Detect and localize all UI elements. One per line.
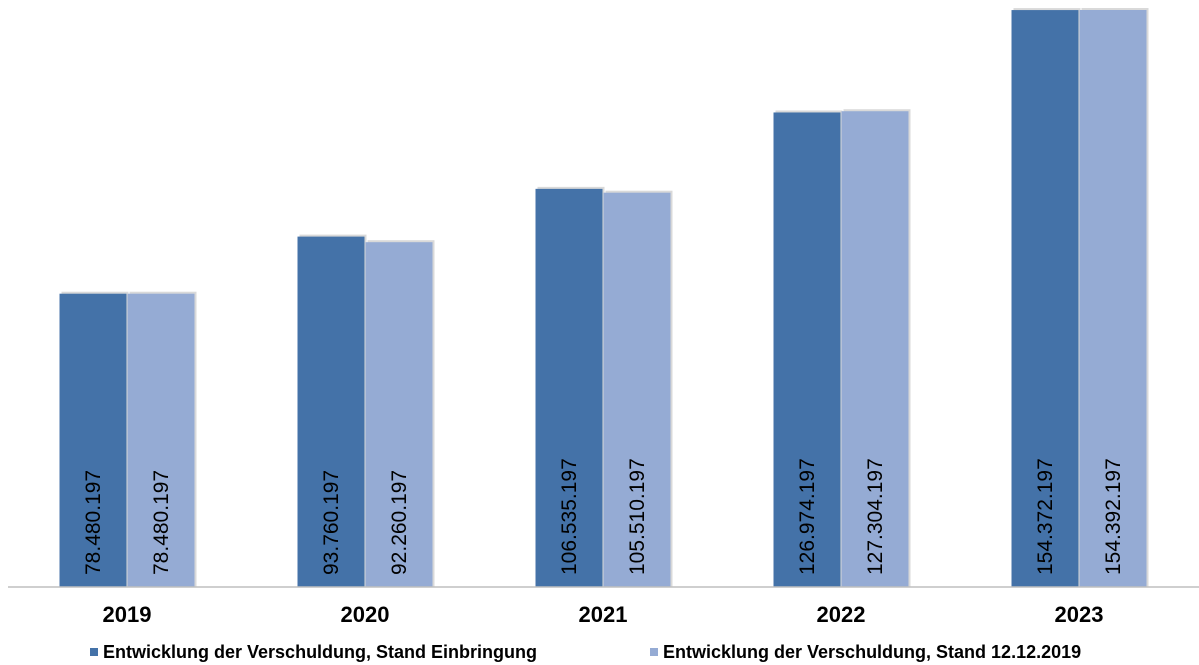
- bar-stand-12-12-2019-2023: [1079, 10, 1147, 587]
- data-label: 106.535.197: [558, 458, 581, 575]
- legend-entry: Entwicklung der Verschuldung, Stand Einb…: [103, 642, 537, 662]
- category-label-2020: 2020: [341, 602, 390, 627]
- category-label-2023: 2023: [1055, 602, 1104, 627]
- category-label-2021: 2021: [579, 602, 628, 627]
- bar-einbringung-2022: [773, 112, 841, 587]
- category-label-2022: 2022: [817, 602, 866, 627]
- bar-stand-12-12-2019-2020: [365, 242, 433, 588]
- bar-stand-12-12-2019-2022: [841, 111, 909, 587]
- category-label-2019: 2019: [103, 602, 152, 627]
- bar-einbringung-2021: [535, 188, 603, 587]
- data-label: 126.974.197: [796, 458, 819, 575]
- data-label: 154.392.197: [1102, 458, 1125, 575]
- legend-swatch: [650, 648, 658, 656]
- bar-stand-12-12-2019-2021: [603, 192, 671, 588]
- bar-einbringung-2023: [1011, 10, 1079, 587]
- data-label: 93.760.197: [320, 470, 343, 575]
- data-label: 78.480.197: [150, 470, 173, 575]
- data-label: 105.510.197: [626, 458, 649, 575]
- legend: Entwicklung der Verschuldung, Stand Einb…: [90, 642, 1081, 662]
- data-label: 78.480.197: [82, 470, 105, 575]
- legend-swatch: [90, 648, 98, 656]
- data-label: 154.372.197: [1034, 458, 1057, 575]
- data-label: 127.304.197: [864, 458, 887, 575]
- category-labels: 2019 2020 2021 2022 2023: [103, 602, 1104, 627]
- bar-stand-12-12-2019-2019: [127, 293, 195, 587]
- bar-einbringung-2019: [59, 293, 127, 587]
- data-label: 92.260.197: [388, 470, 411, 575]
- bar-einbringung-2020: [297, 236, 365, 587]
- bars-layer: 78.480.197 78.480.197 93.760.197 92.260.197…: [59, 8, 1149, 588]
- legend-entry: Entwicklung der Verschuldung, Stand 12.1…: [663, 642, 1081, 662]
